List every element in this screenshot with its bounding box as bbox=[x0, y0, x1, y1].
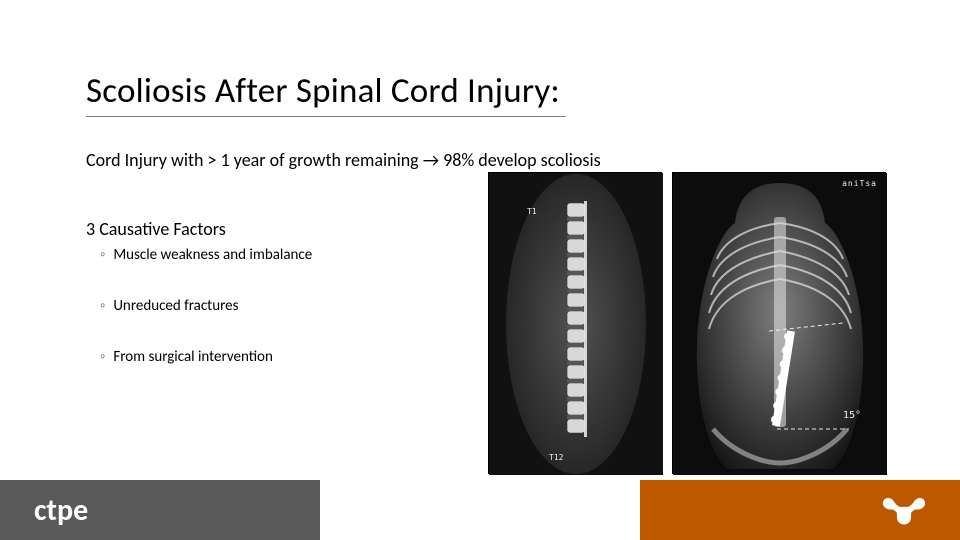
mri-spine-image: T1 T12 bbox=[488, 172, 662, 474]
slide: Scoliosis After Spinal Cord Injury: Cord… bbox=[0, 0, 960, 540]
bullet-text: Unreduced fractures bbox=[113, 297, 238, 315]
bullet-icon: ◦ bbox=[100, 248, 105, 263]
footer: ctpe bbox=[0, 480, 960, 540]
vertebra-label-top: T1 bbox=[527, 207, 537, 216]
footer-right bbox=[640, 480, 960, 540]
xray-torso-image: aniTsa 15° bbox=[672, 172, 886, 474]
xray-illustration bbox=[673, 173, 887, 475]
bullet-list: ◦ Muscle weakness and imbalance ◦ Unredu… bbox=[100, 246, 312, 399]
vertebra-label-bottom: T12 bbox=[549, 453, 563, 462]
bullet-item: ◦ Unreduced fractures bbox=[100, 297, 312, 315]
bullet-item: ◦ From surgical intervention bbox=[100, 348, 312, 366]
bullet-icon: ◦ bbox=[100, 350, 105, 365]
longhorn-icon bbox=[882, 494, 926, 526]
xray-corner-label: aniTsa bbox=[842, 179, 877, 188]
cobb-angle-label: 15° bbox=[843, 410, 861, 421]
bullet-icon: ◦ bbox=[100, 299, 105, 314]
footer-left: ctpe bbox=[0, 480, 320, 540]
bullet-item: ◦ Muscle weakness and imbalance bbox=[100, 246, 312, 264]
bullet-text: From surgical intervention bbox=[113, 348, 273, 366]
slide-subtitle: Cord Injury with > 1 year of growth rema… bbox=[86, 149, 601, 171]
bullet-text: Muscle weakness and imbalance bbox=[113, 246, 312, 264]
mri-illustration bbox=[489, 173, 663, 475]
footer-middle bbox=[320, 480, 640, 540]
section-heading: 3 Causative Factors bbox=[86, 218, 226, 240]
ctpe-logo: ctpe bbox=[34, 492, 88, 529]
slide-title: Scoliosis After Spinal Cord Injury: bbox=[86, 70, 566, 117]
